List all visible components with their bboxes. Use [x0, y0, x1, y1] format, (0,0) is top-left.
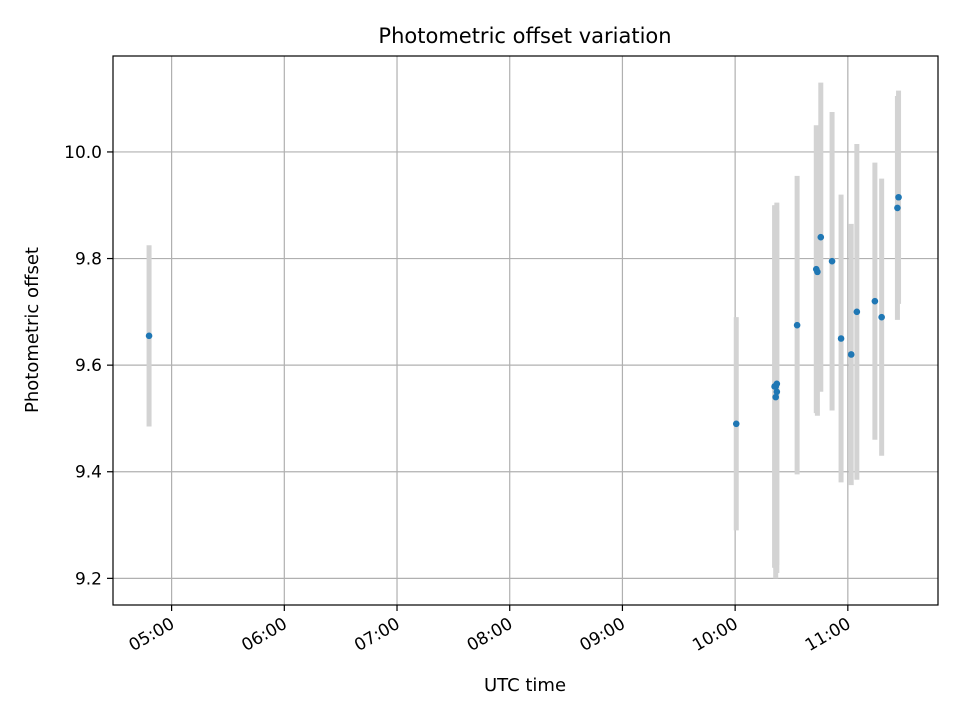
x-tick-label: 06:00: [238, 614, 290, 656]
y-axis-ticks: 9.2 9.4 9.6 9.8 10.0: [64, 143, 113, 589]
x-tick-label: 08:00: [464, 614, 516, 656]
data-point: [853, 308, 861, 316]
x-axis-label: UTC time: [484, 675, 566, 696]
data-point: [837, 335, 845, 342]
y-tick-label: 9.2: [75, 569, 102, 589]
data-point: [814, 268, 821, 276]
data-point: [894, 204, 901, 212]
x-tick-label: 10:00: [689, 614, 741, 656]
grid: [113, 56, 938, 605]
x-axis-ticks: 05:00 06:00 07:00 08:00 09:00 10:00 11:00: [126, 605, 854, 656]
data-point: [878, 313, 885, 321]
data-point: [847, 351, 855, 358]
plot-background: [113, 56, 938, 605]
data-point: [145, 332, 153, 340]
data-points: [145, 193, 902, 428]
data-point: [772, 393, 780, 401]
y-tick-label: 9.8: [75, 250, 102, 270]
x-tick-label: 07:00: [351, 614, 403, 656]
data-point: [828, 257, 836, 265]
y-tick-label: 9.6: [75, 356, 102, 376]
y-tick-label: 10.0: [64, 143, 102, 163]
x-tick-label: 11:00: [802, 614, 854, 656]
x-tick-label: 05:00: [126, 614, 178, 656]
data-point: [793, 321, 801, 329]
chart-title: Photometric offset variation: [378, 24, 671, 48]
x-tick-label: 09:00: [576, 614, 628, 656]
data-point: [773, 380, 781, 388]
y-axis-label: Photometric offset: [22, 247, 43, 413]
plot-frame: [112, 55, 939, 606]
y-tick-label: 9.4: [75, 463, 102, 483]
data-point: [871, 297, 879, 305]
data-point: [895, 193, 902, 201]
data-point: [773, 388, 781, 396]
data-point: [732, 420, 740, 428]
data-point: [817, 233, 825, 241]
